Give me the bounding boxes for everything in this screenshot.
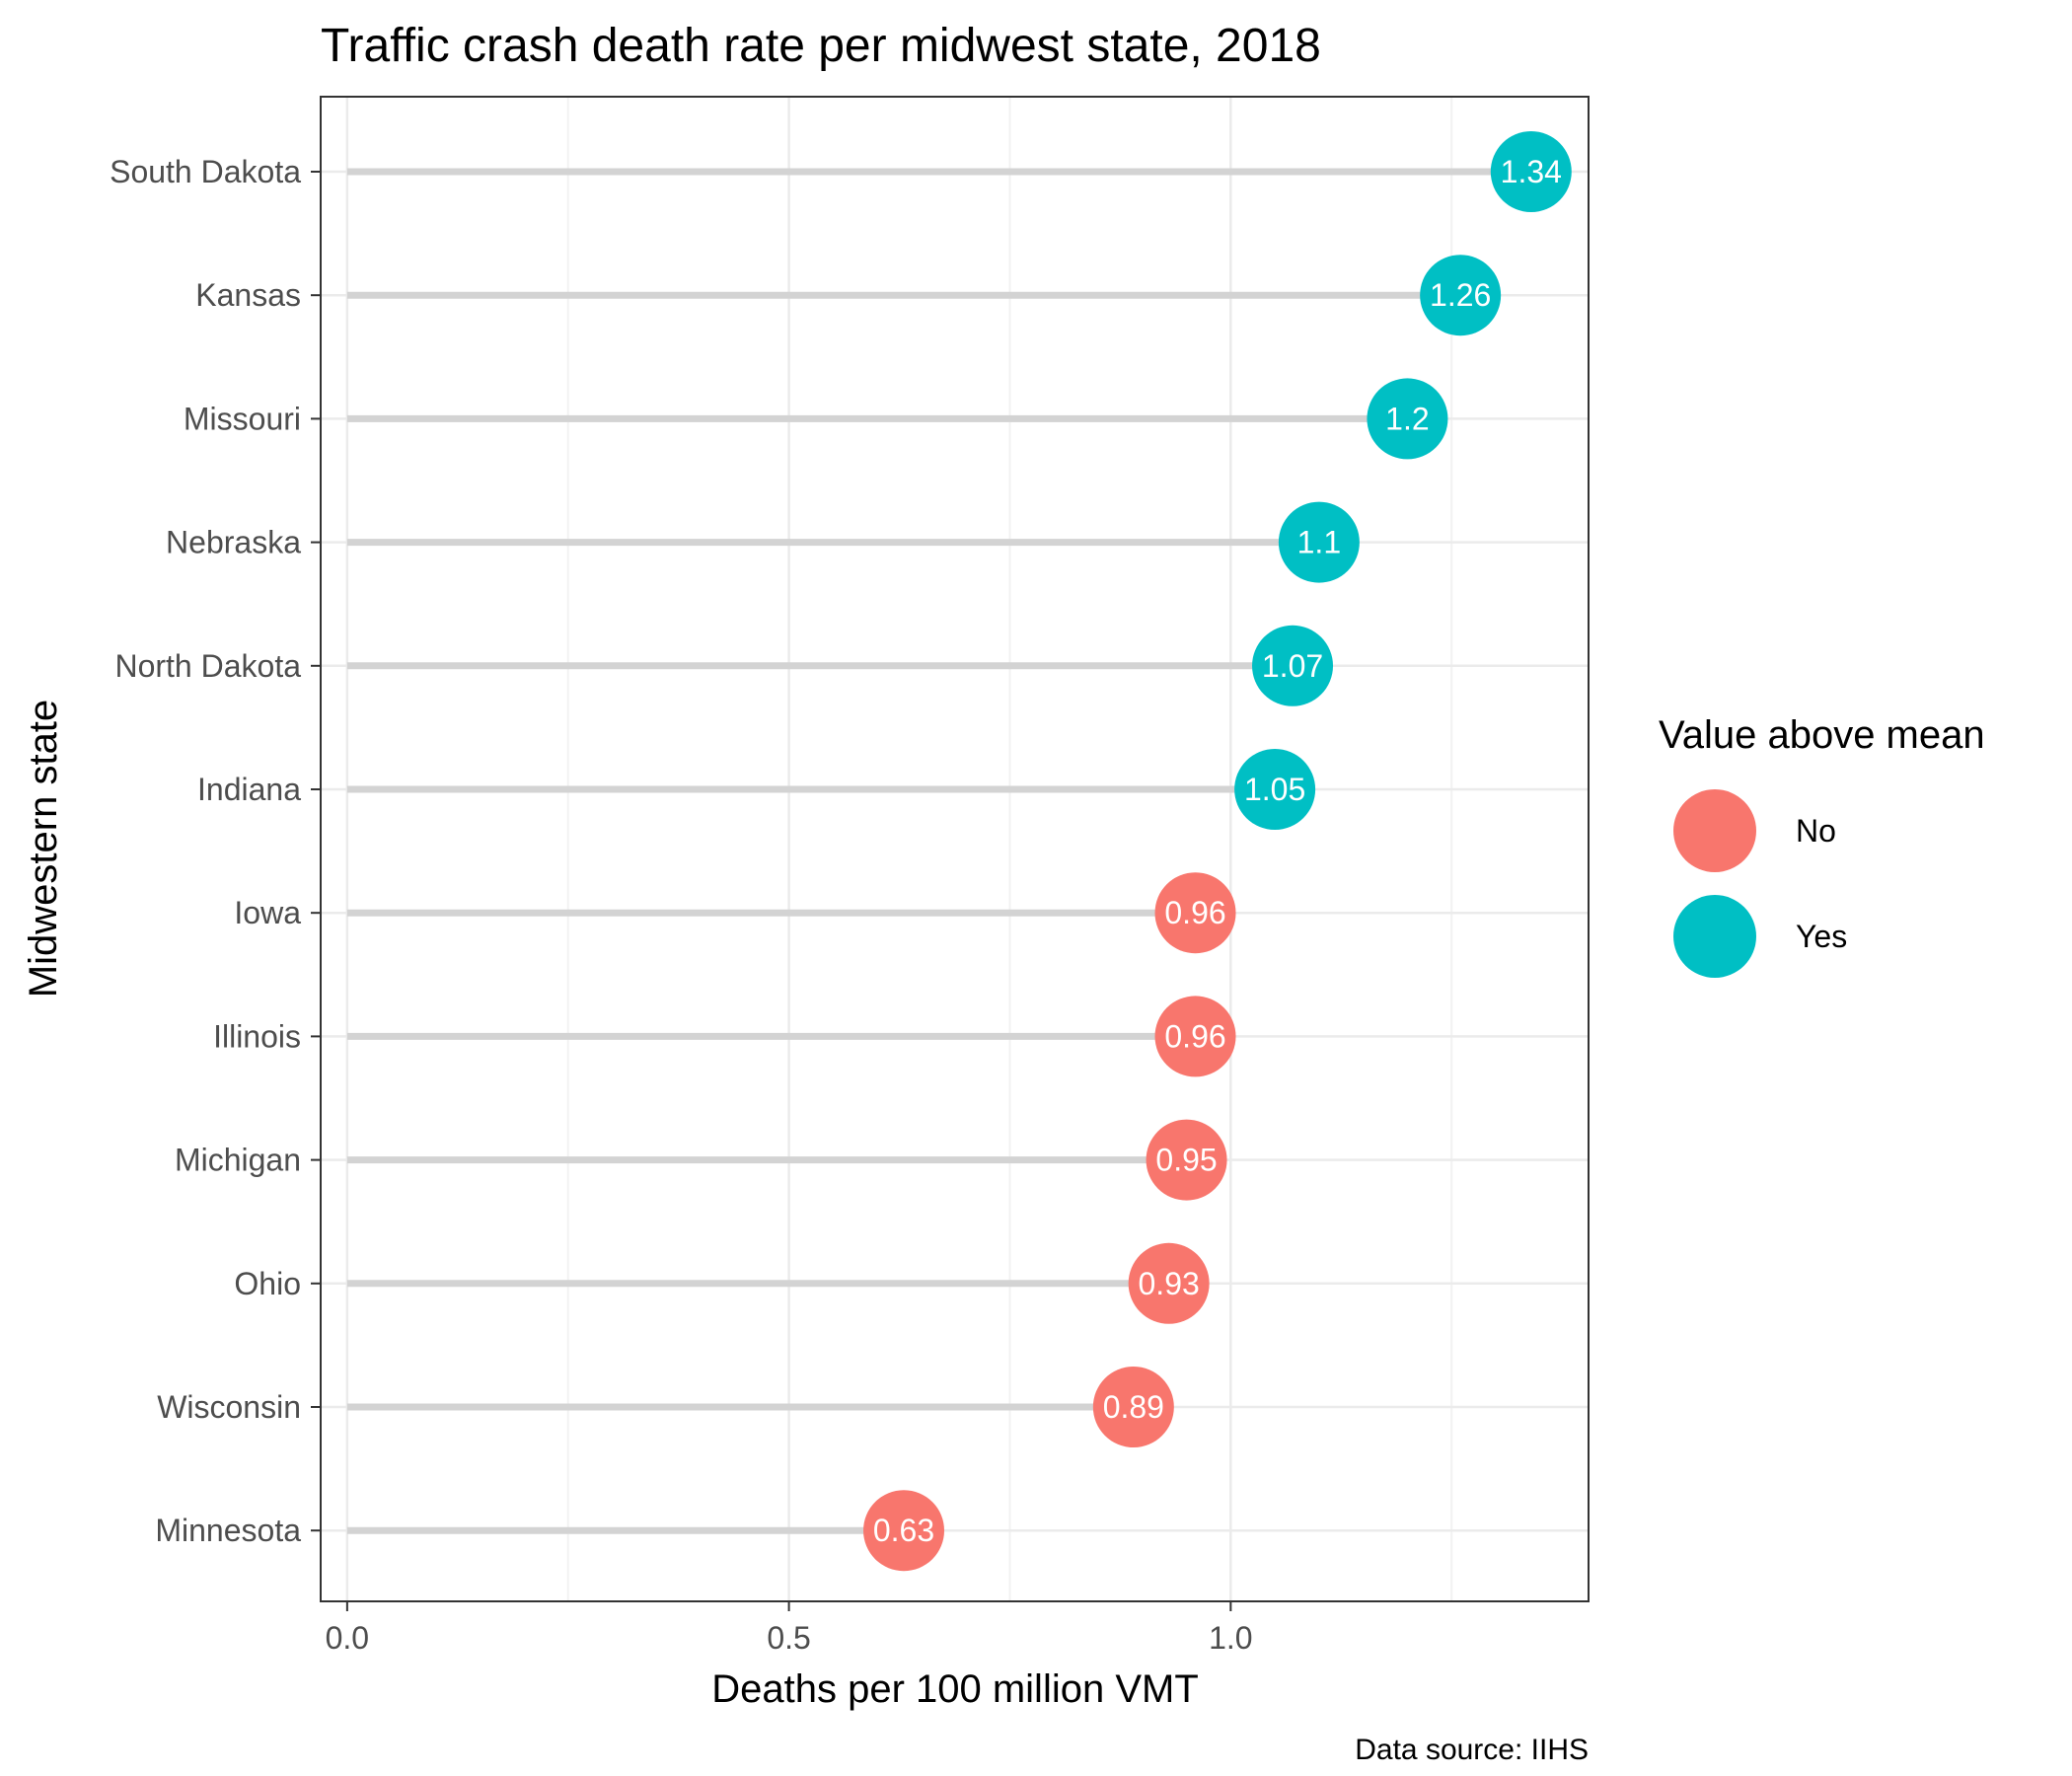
lollipop-point — [1128, 1242, 1210, 1324]
lollipop-point — [1092, 1367, 1174, 1447]
lollipop-point — [1154, 872, 1236, 954]
minor-gridlines — [566, 97, 1453, 1601]
data-label: 1.05 — [1244, 772, 1305, 807]
lollipop-stems — [346, 168, 1531, 1534]
legend: Value above mean No Yes — [1659, 713, 1985, 978]
y-tick-label: Wisconsin — [157, 1389, 301, 1425]
data-label: 1.07 — [1262, 648, 1323, 684]
x-tick-label: 1.0 — [1209, 1620, 1252, 1656]
y-tick-label: Minnesota — [155, 1513, 301, 1548]
x-axis-title: Deaths per 100 million VMT — [711, 1667, 1199, 1711]
lollipop-point — [1146, 1119, 1227, 1201]
legend-label: No — [1796, 813, 1836, 849]
y-tick-label: Illinois — [213, 1018, 301, 1054]
y-tick-label: Kansas — [195, 277, 301, 313]
y-axis: South Dakota Kansas Missouri Nebraska North … — [110, 154, 321, 1548]
y-tick-label: Indiana — [197, 772, 301, 807]
plot-panel-border — [320, 96, 1590, 1602]
data-label: 0.96 — [1164, 1018, 1225, 1054]
x-tick-label: 0.5 — [767, 1620, 810, 1656]
y-tick-label: Iowa — [234, 895, 301, 930]
y-tick-label: Nebraska — [166, 525, 301, 560]
data-label: 0.96 — [1164, 895, 1225, 930]
data-label: 0.95 — [1155, 1143, 1217, 1178]
lollipop-point — [863, 1490, 945, 1572]
x-axis: 0.0 0.5 1.0 — [326, 1601, 1253, 1656]
legend-key-no — [1673, 789, 1756, 872]
y-tick-label: Michigan — [175, 1143, 301, 1178]
lollipop-points — [863, 131, 1572, 1572]
y-tick-label: Ohio — [234, 1266, 301, 1301]
lollipop-point — [1420, 255, 1502, 336]
y-tick-label: South Dakota — [110, 154, 301, 189]
data-label: 0.63 — [873, 1513, 934, 1548]
data-label: 1.34 — [1501, 154, 1562, 189]
lollipop-point — [1490, 131, 1572, 212]
data-label: 0.89 — [1103, 1389, 1164, 1425]
data-label: 1.2 — [1385, 401, 1429, 436]
y-tick-label: North Dakota — [114, 648, 301, 684]
y-tick-label: Missouri — [184, 401, 301, 436]
data-labels: 1.34 1.26 1.2 1.1 1.07 1.05 0.96 0.96 0.95 0.93 0.… — [873, 154, 1562, 1548]
lollipop-point — [1278, 501, 1360, 583]
legend-title: Value above mean — [1659, 713, 1985, 757]
y-axis-title: Midwestern state — [22, 700, 65, 998]
legend-entries: No Yes — [1673, 789, 1847, 978]
lollipop-point — [1234, 749, 1316, 830]
data-label: 0.93 — [1139, 1266, 1200, 1301]
data-label: 1.1 — [1297, 525, 1341, 560]
legend-label: Yes — [1796, 919, 1847, 954]
caption: Data source: IIHS — [1355, 1734, 1589, 1766]
legend-key-yes — [1673, 895, 1756, 978]
lollipop-point — [1154, 996, 1236, 1077]
x-tick-label: 0.0 — [326, 1620, 369, 1656]
lollipop-point — [1367, 378, 1448, 460]
data-label: 1.26 — [1430, 277, 1491, 313]
lollipop-point — [1252, 625, 1334, 706]
chart-title: Traffic crash death rate per midwest sta… — [321, 20, 1321, 72]
